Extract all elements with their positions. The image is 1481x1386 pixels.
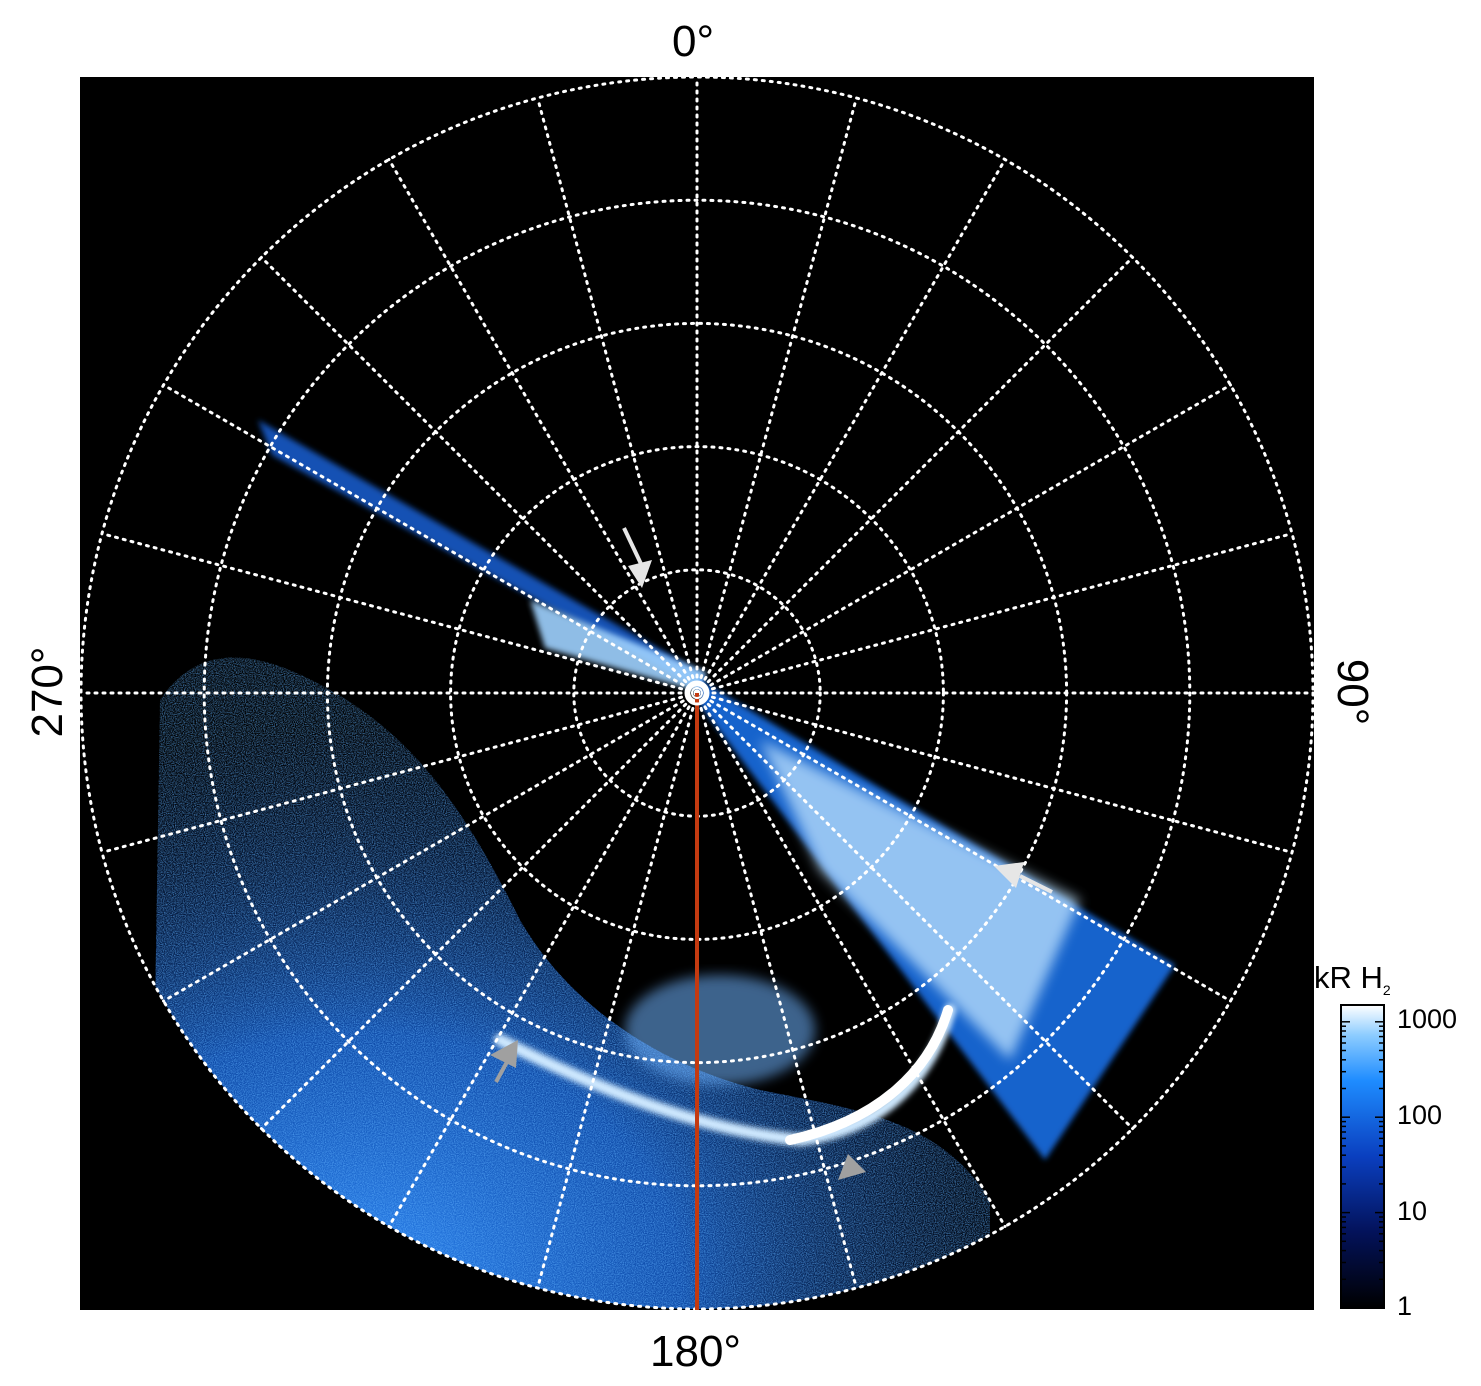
meridian-line [695,532,1294,695]
colorbar [1340,1004,1385,1309]
colorbar-title-subscript: 2 [1382,982,1391,999]
colorbar-title-text: kR H [1314,960,1383,995]
meridian-line [387,691,699,1228]
angle-label-right: 90° [1328,658,1377,726]
arrow-white-upper-icon [622,527,652,588]
scan-stripe-upper-left-bright [530,600,706,692]
scan-stripe-upper-left [258,420,705,690]
meridian-line [387,158,699,695]
colorbar-title: kR H2 [1314,962,1391,997]
pole-marker-inner [691,687,703,699]
meridian-line [259,255,699,695]
arrow-gray-lower-icon [838,1154,866,1180]
meridian-line [695,383,1232,695]
colorbar-tick-1: 1 [1397,1291,1413,1321]
scan-stripe-lower-right-bright [760,740,1080,1060]
angle-label-bottom: 180° [650,1327,742,1376]
main-oval-arc-core [785,1005,953,1145]
inner-emission-patch [625,975,815,1085]
arrow-gray-left-icon [490,1040,518,1083]
meridian-line [695,691,1007,1228]
meridian-line [536,691,699,1290]
meridian-line [695,691,1232,1003]
meridian-line [259,691,699,1131]
polar-grid [80,77,1314,1310]
meridian-line [695,158,1007,695]
latitude-circle [202,198,1192,1188]
pole-marker-outer [684,680,710,706]
meridian-line [695,691,858,1290]
meridian-line [162,383,699,695]
meridian-line [695,691,1135,1131]
meridian-line [536,96,699,695]
arrow-white-right-icon [994,862,1053,894]
colorbar-tick-100: 100 [1397,1100,1443,1130]
meridian-line [162,691,699,1003]
meridian-line [695,255,1135,695]
meridian-line [695,96,858,695]
colorbar-minor-ticks [1341,1021,1384,1309]
meridian-line [100,532,699,695]
angle-label-left: 270° [23,646,72,738]
meridian-line [695,691,1294,854]
colorbar-tick-1000: 1000 [1397,1004,1458,1034]
colorbar-tick-10: 10 [1397,1196,1428,1226]
meridian-line [100,691,699,854]
angle-label-top: 0° [672,17,715,66]
